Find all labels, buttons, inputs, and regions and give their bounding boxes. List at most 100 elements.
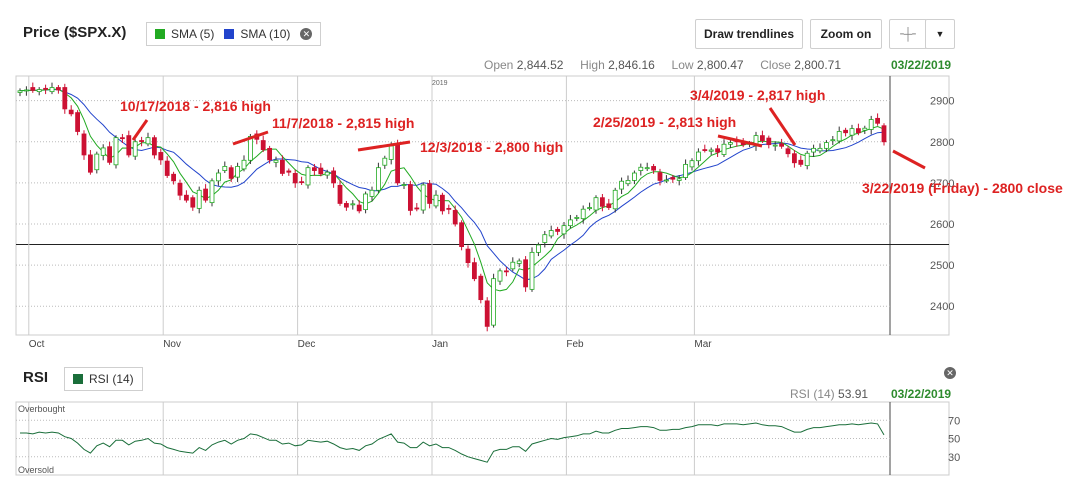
candle-body [843,129,848,134]
candle-body [484,300,490,327]
price-tick-label: 2500 [930,260,954,272]
candle-body [311,167,317,171]
candle-body [555,228,560,232]
rsi-legend: RSI (14) [64,367,143,391]
candle-body [849,128,855,136]
annotation-text: 2/25/2019 - 2,813 high [593,114,736,130]
candle-body [23,89,29,92]
rsi-plot-frame [15,401,950,476]
open-label: Open [484,58,514,72]
candle-body [638,166,644,171]
annotation-arrow [892,149,926,170]
candle-body [324,171,330,176]
candle-body [593,197,599,211]
candle-body [164,160,170,176]
annotation-arrow [131,119,149,141]
candle-body [30,87,36,91]
candle-body [587,207,592,209]
zoom-on-button[interactable]: Zoom on [810,19,882,49]
candle-body [292,173,298,184]
candle-body [689,160,695,168]
candle-body [875,117,880,124]
candle-body [683,163,688,178]
candle-body [836,131,842,142]
candle-body [222,166,228,171]
price-tick-label: 2800 [930,137,954,149]
month-label: Mar [694,339,712,350]
candle-body [804,152,810,167]
candle-body [785,148,791,155]
price-panel-title: Price ($SPX.X) [23,24,127,41]
high-label: High [580,58,605,72]
candle-body [657,172,663,181]
candle-body [478,275,484,301]
candle-body [203,188,209,201]
candle-body [881,125,887,143]
candle-body [427,183,433,204]
candle-body [273,159,279,163]
candle-body [120,137,125,140]
candle-body [388,145,394,160]
candle-body [670,177,676,180]
price-tick-label: 2900 [930,96,954,108]
price-tick-label: 2400 [930,301,954,313]
price-tick-label: 2700 [930,178,954,190]
price-legend: SMA (5) SMA (10) ✕ [146,22,322,46]
candle-body [491,278,497,326]
candle-body [337,184,343,204]
candle-body [363,193,369,211]
candle-body [62,87,68,110]
candle-body [43,87,48,90]
price-date: 03/22/2019 [891,58,952,72]
candle-body [145,137,151,145]
annotation-text: 10/17/2018 - 2,816 high [120,98,271,114]
candle-body [299,181,305,184]
open-value: 2,844.52 [516,58,564,72]
rsi-panel-title: RSI [23,369,49,386]
ohlc-readout: Open 2,844.52 High 2,846.16 Low 2,800.47… [484,58,841,72]
candle-body [536,244,541,253]
candle-body [228,167,234,179]
tool-dropdown-button[interactable]: ▼ [925,19,955,49]
candle-body [132,141,138,157]
candle-body [401,184,407,186]
candle-body [760,135,765,141]
low-label: Low [671,58,694,72]
candle-body [779,143,784,147]
legend-close-icon[interactable]: ✕ [300,28,313,40]
candle-body [568,219,573,227]
rsi-value-label: RSI (14) [790,387,835,401]
rsi-value: 53.91 [838,387,869,401]
rsi-tick-label: 70 [948,415,960,427]
candle-body [811,147,816,153]
draw-trendlines-button[interactable]: Draw trendlines [695,19,803,49]
candle-body [139,140,145,142]
candle-body [632,172,637,181]
candle-body [561,225,567,235]
candle-body [529,251,535,290]
candle-body [862,127,868,131]
candle-body [651,166,656,171]
candle-body [715,148,720,153]
close-value: 2,800.71 [794,58,842,72]
candle-body [395,144,401,184]
sma5-swatch [155,29,165,39]
candle-body [350,203,356,206]
candle-body [375,167,381,191]
rsi-close-icon[interactable]: ✕ [944,367,956,379]
oversold-label: Oversold [18,465,54,475]
candle-body [235,166,241,178]
price-tick-label: 2600 [930,219,954,231]
candle-body [696,151,701,162]
sma10-swatch [224,29,235,39]
candle-body [267,147,273,161]
candle-body [75,112,80,132]
candle-body [644,167,650,170]
close-label: Close [760,58,791,72]
candle-body [548,230,554,237]
candle-body [606,203,612,208]
rsi-legend-label: RSI (14) [89,372,134,386]
candle-body [471,262,477,280]
crosshair-icon: ╶┼╴ [896,27,920,41]
low-value: 2,800.47 [696,58,744,72]
